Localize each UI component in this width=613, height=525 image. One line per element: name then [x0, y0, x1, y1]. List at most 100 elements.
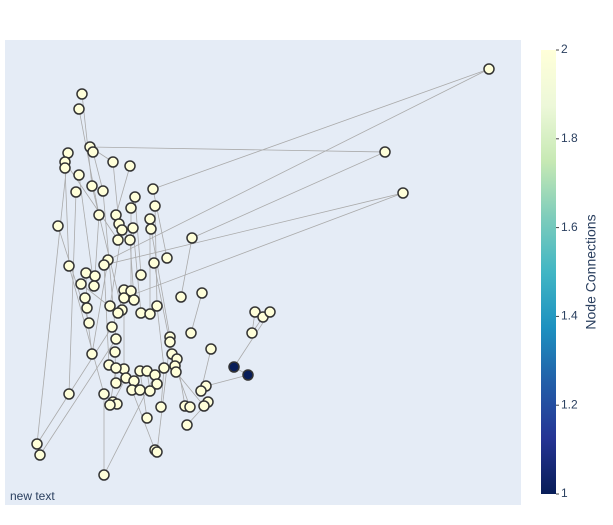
node [196, 287, 208, 299]
node [149, 200, 161, 212]
node [198, 400, 210, 412]
node [116, 224, 128, 236]
node [86, 180, 98, 192]
node [129, 191, 141, 203]
colorbar-tick-label: 1.6 [561, 220, 578, 234]
node [86, 348, 98, 360]
node [148, 257, 160, 269]
node [88, 280, 100, 292]
node [124, 234, 136, 246]
colorbar-tick-label: 1 [561, 486, 568, 500]
node [128, 294, 140, 306]
node [79, 292, 91, 304]
node [195, 385, 207, 397]
edge [68, 265, 105, 395]
edge [190, 292, 203, 334]
node [145, 223, 157, 235]
node [144, 385, 156, 397]
node [397, 187, 409, 199]
node [75, 278, 87, 290]
node [112, 234, 124, 246]
node [264, 306, 276, 318]
node [186, 232, 198, 244]
edge [68, 191, 77, 395]
node [170, 366, 182, 378]
node [109, 346, 121, 358]
node [110, 377, 122, 389]
node [249, 306, 261, 318]
node [483, 63, 495, 75]
node [158, 362, 170, 374]
node [98, 259, 110, 271]
edge [94, 214, 100, 277]
node [185, 327, 197, 339]
node [175, 291, 187, 303]
node [107, 156, 119, 168]
colorbar-title: Node Connections [583, 214, 599, 329]
node [141, 412, 153, 424]
node [151, 300, 163, 312]
edge [64, 167, 70, 267]
node [144, 213, 156, 225]
edge [92, 151, 104, 192]
edge [103, 192, 404, 266]
node [89, 270, 101, 282]
node [246, 327, 258, 339]
colorbar-tick-label: 1.8 [561, 131, 578, 145]
node [63, 260, 75, 272]
node [31, 438, 43, 450]
edge [160, 367, 165, 408]
node [59, 162, 71, 174]
node [73, 169, 85, 181]
edge [150, 228, 171, 338]
node [106, 321, 118, 333]
node [205, 343, 217, 355]
colorbar-tick-label: 1.2 [561, 397, 578, 411]
node [97, 185, 109, 197]
colorbar-tick-label: 1.4 [561, 309, 578, 323]
edge [89, 146, 386, 153]
node [124, 160, 136, 172]
node [70, 186, 82, 198]
node [125, 202, 137, 214]
edge [175, 371, 205, 407]
node [161, 252, 173, 264]
edge [180, 237, 193, 298]
edge [36, 152, 69, 445]
edge [103, 264, 110, 366]
node [110, 362, 122, 374]
node [98, 469, 110, 481]
node [184, 401, 196, 413]
edge [91, 185, 123, 311]
edge [156, 305, 165, 369]
node [155, 401, 167, 413]
colorbar-tick-label: 2 [561, 42, 568, 56]
node [34, 449, 46, 461]
node [379, 146, 391, 158]
node [144, 308, 156, 320]
node [110, 333, 122, 345]
edge [91, 259, 109, 355]
edge [123, 192, 404, 299]
node [118, 292, 130, 304]
node [104, 399, 116, 411]
node [76, 88, 88, 100]
colorbar [541, 50, 556, 494]
node [52, 220, 64, 232]
edge [39, 338, 117, 456]
node [242, 369, 254, 381]
edge [78, 108, 100, 216]
node [112, 307, 124, 319]
node [134, 384, 146, 396]
node [181, 419, 193, 431]
node [87, 146, 99, 158]
node [151, 378, 163, 390]
node [81, 302, 93, 314]
annotation: new text [10, 489, 55, 503]
edge [191, 151, 386, 239]
node [63, 388, 75, 400]
edge [205, 374, 249, 387]
node [73, 103, 85, 115]
node [83, 317, 95, 329]
